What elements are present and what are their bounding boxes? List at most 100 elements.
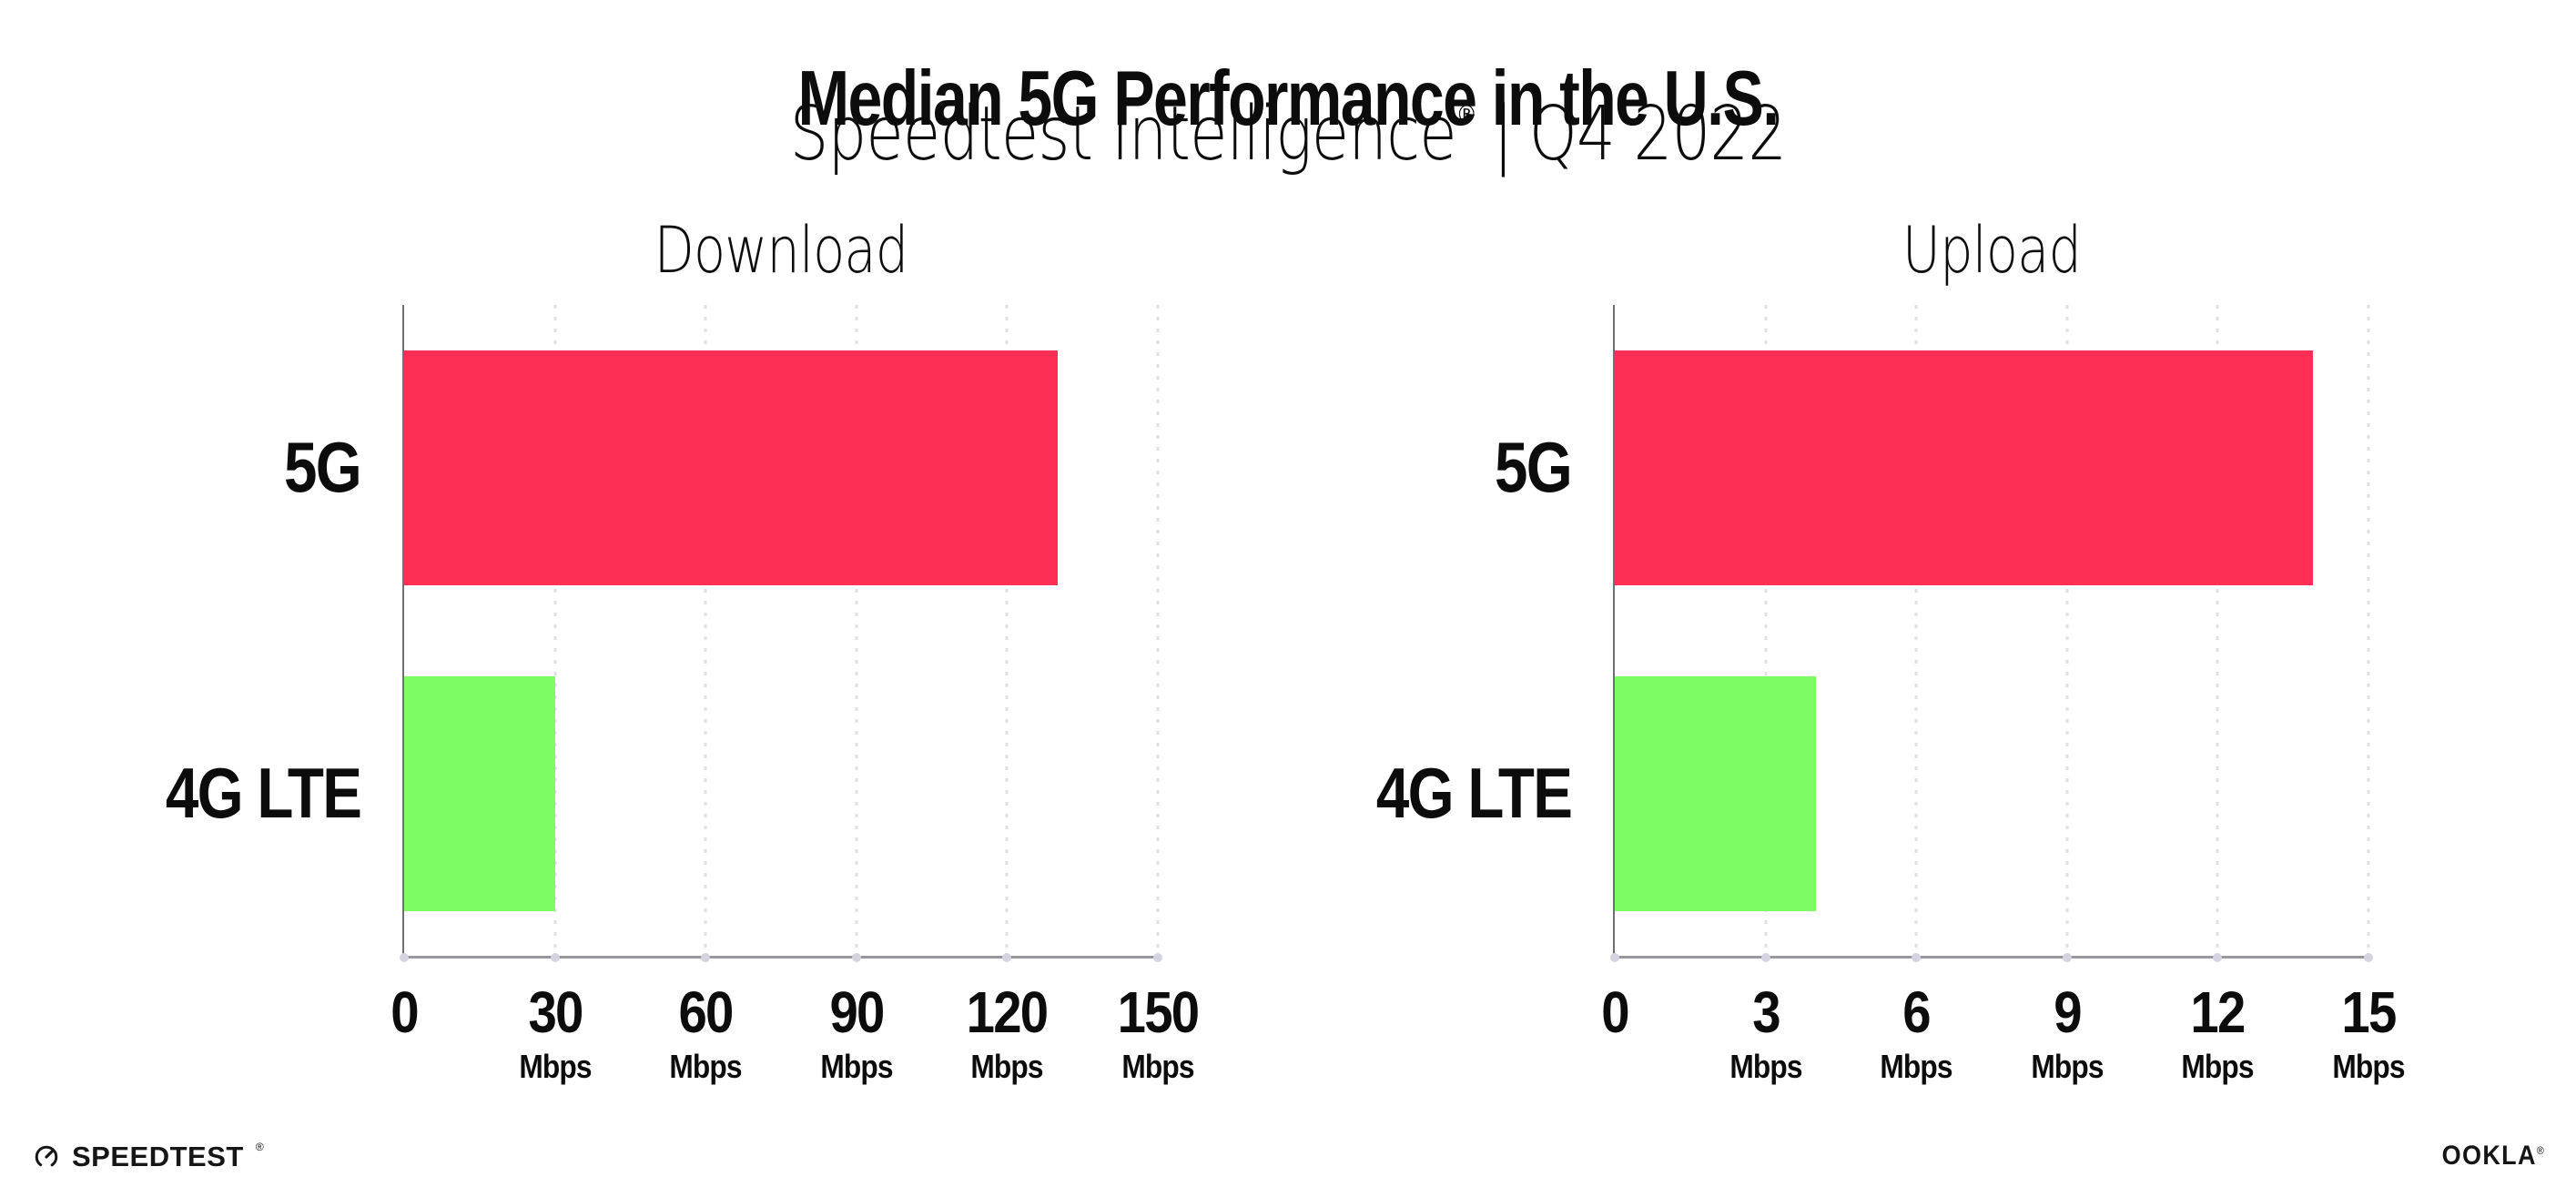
x-tick-9: 9 Mbps	[2026, 983, 2108, 1083]
x-tick-value: 12	[2190, 979, 2246, 1045]
axis-tick-dot-150	[1153, 953, 1162, 962]
speedtest-gauge-icon	[33, 1143, 60, 1171]
x-tick-unit: Mbps	[820, 1048, 893, 1085]
subtitle-brand: Speedtest Intelligence	[789, 91, 1457, 178]
registered-mark-icon: ®	[1455, 99, 1477, 129]
download-chart-title: Download	[654, 213, 909, 288]
axis-tick-dot-120	[1002, 953, 1012, 962]
x-tick-0: 0	[389, 983, 420, 1041]
x-tick-value: 30	[528, 979, 583, 1045]
registered-mark-icon: ®	[2536, 1144, 2545, 1157]
x-tick-value: 60	[678, 979, 735, 1045]
gridline-120	[1005, 305, 1009, 956]
x-tick-value: 90	[829, 979, 885, 1045]
x-tick-60: 60 Mbps	[664, 983, 746, 1083]
x-tick-6: 6 Mbps	[1875, 983, 1957, 1083]
category-label-text: 4G LTE	[165, 752, 362, 833]
x-tick-30: 30 Mbps	[514, 983, 596, 1083]
x-tick-inner: 12 Mbps	[2181, 979, 2255, 1085]
x-tick-unit: Mbps	[2332, 1048, 2405, 1085]
bar-4g-lte	[404, 675, 555, 911]
upload-chart-plot: Upload 0 3 Mbps 6 Mbps 9 Mbps 12 Mbps 15 Mbps 5G 4G …	[1376, 213, 2406, 1083]
gridline-150	[1156, 305, 1160, 956]
x-tick-unit: Mbps	[970, 1048, 1044, 1085]
category-label-5g: 5G	[0, 305, 362, 631]
x-tick-inner: 120 Mbps	[967, 979, 1049, 1085]
x-tick-unit: Mbps	[1121, 1048, 1194, 1085]
x-tick-value: 120	[967, 979, 1049, 1045]
bar-5g	[1615, 350, 2314, 585]
x-tick-150: 150 Mbps	[1112, 983, 1204, 1083]
category-label-text: 5G	[1494, 427, 1573, 508]
ookla-wordmark: OOKLA	[2441, 1141, 2537, 1171]
x-tick-inner: 0	[1601, 979, 1629, 1045]
gridline-15	[2367, 305, 2370, 956]
gridline-30	[553, 305, 557, 956]
x-tick-120: 120 Mbps	[961, 983, 1053, 1083]
x-tick-unit: Mbps	[2181, 1048, 2255, 1085]
category-label-text: 4G LTE	[1375, 752, 1573, 833]
x-tick-inner: 150 Mbps	[1117, 979, 1200, 1085]
x-tick-value: 6	[1902, 979, 1931, 1045]
x-tick-unit: Mbps	[518, 1048, 592, 1085]
subtitle-period: Q4 2022	[1528, 91, 1787, 178]
gridline-12	[2216, 305, 2219, 956]
gridline-9	[2065, 305, 2069, 956]
x-tick-inner: 3 Mbps	[1729, 979, 1802, 1085]
download-chart-plot: Download 0 30 Mbps 60 Mbps 90 Mbps 120 Mbps 150 Mb…	[166, 213, 1201, 1083]
x-tick-unit: Mbps	[1729, 1048, 1802, 1085]
x-tick-0: 0	[1599, 983, 1630, 1041]
ookla-logo: OOKLA®	[2441, 1141, 2545, 1172]
page-subtitle: Speedtest Intelligence® | Q4 2022	[232, 89, 2345, 197]
gridline-6	[1914, 305, 1918, 956]
category-label-4g-lte: 4G LTE	[0, 631, 362, 957]
gridline-3	[1764, 305, 1768, 956]
gridline-60	[704, 305, 707, 956]
page-title: Median 5G Performance in the U.S.	[797, 55, 1780, 142]
axis-tick-dot-12	[2213, 953, 2223, 962]
axis-tick-dot-30	[550, 953, 560, 962]
speedtest-logo: SPEEDTEST ®	[33, 1141, 264, 1173]
axis-tick-dot-0	[400, 953, 409, 962]
upload-chart-title: Upload	[1902, 213, 2082, 288]
bar-5g	[404, 350, 1058, 585]
category-label-4g-lte: 4G LTE	[1007, 631, 1573, 957]
x-tick-inner: 6 Mbps	[1880, 979, 1953, 1085]
subtitle-separator: |	[1492, 91, 1514, 178]
x-tick-value: 0	[1601, 979, 1629, 1045]
x-tick-value: 15	[2341, 979, 2397, 1045]
x-tick-inner: 60 Mbps	[669, 979, 743, 1085]
x-tick-15: 15 Mbps	[2328, 983, 2409, 1083]
axis-tick-dot-0	[1610, 953, 1619, 962]
x-tick-value: 9	[2054, 979, 2082, 1045]
x-tick-inner: 9 Mbps	[2031, 979, 2104, 1085]
axis-tick-dot-9	[2062, 953, 2072, 962]
category-label-text: 5G	[283, 427, 362, 508]
category-band-5g: 5G	[284, 305, 1158, 631]
x-tick-unit: Mbps	[1880, 1048, 1953, 1085]
x-tick-unit: Mbps	[2031, 1048, 2104, 1085]
axis-tick-dot-6	[1912, 953, 1922, 962]
x-tick-inner: 0	[390, 979, 419, 1045]
speedtest-wordmark: SPEEDTEST	[72, 1141, 244, 1172]
x-tick-12: 12 Mbps	[2176, 983, 2258, 1083]
category-band-5g: 5G	[1495, 305, 2368, 631]
x-tick-inner: 15 Mbps	[2332, 979, 2405, 1085]
category-label-5g: 5G	[1007, 305, 1573, 631]
x-tick-value: 0	[390, 979, 419, 1045]
x-tick-90: 90 Mbps	[816, 983, 898, 1083]
axis-tick-dot-3	[1760, 953, 1770, 962]
category-band-4g-lte: 4G LTE	[166, 631, 1158, 957]
registered-mark-icon: ®	[255, 1141, 264, 1153]
category-band-4g-lte: 4G LTE	[1376, 631, 2368, 957]
bar-4g-lte	[1615, 675, 1816, 911]
x-tick-inner: 90 Mbps	[820, 979, 893, 1085]
axis-tick-dot-15	[2364, 953, 2373, 962]
x-tick-value: 3	[1751, 979, 1780, 1045]
axis-tick-dot-90	[851, 953, 861, 962]
x-tick-inner: 30 Mbps	[518, 979, 592, 1085]
axis-tick-dot-60	[701, 953, 711, 962]
x-tick-unit: Mbps	[669, 1048, 743, 1085]
x-tick-value: 150	[1117, 979, 1200, 1045]
